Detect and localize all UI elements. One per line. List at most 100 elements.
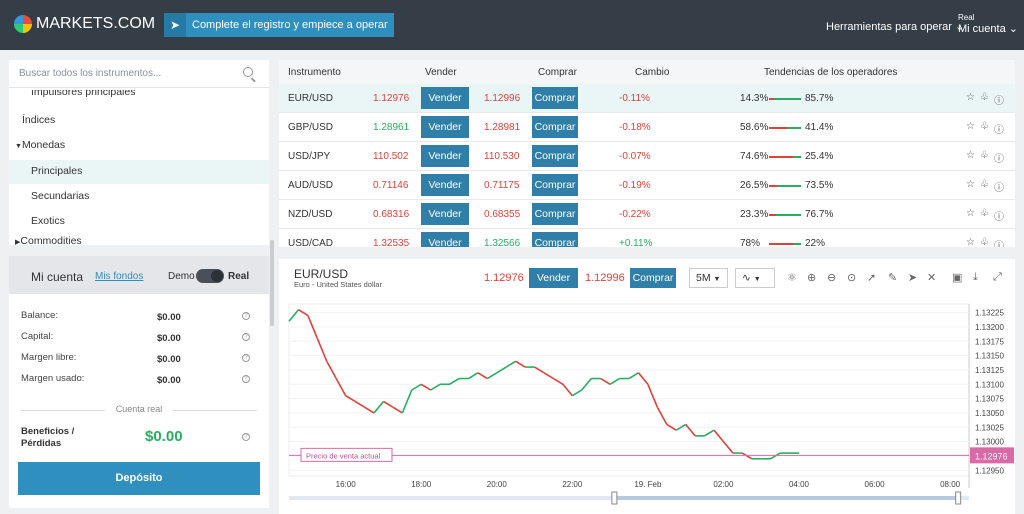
fullscreen-icon[interactable]: ⤢ [993,271,1002,283]
chart-buy-button[interactable]: Comprar [630,268,676,288]
row-sell-button[interactable]: Vender [421,203,469,225]
info-icon[interactable]: ⓘ [994,96,1004,107]
row-sell-button[interactable]: Vender [421,116,469,138]
row-sell-button[interactable]: Vender [421,232,469,247]
x-tick-label: 18:00 [411,480,432,489]
star-icon[interactable]: ☆ [966,150,975,161]
help-icon[interactable]: ? [242,312,250,320]
info-icon[interactable]: ⓘ [994,183,1004,194]
download-icon[interactable]: ⤓ [973,271,978,283]
trend-line-icon[interactable]: ➚ [867,272,877,284]
price-line-segment [581,378,592,391]
search-icon[interactable] [243,67,253,77]
star-icon[interactable]: ☆ [966,92,975,103]
used-margin-label: Margen usado: [21,373,85,384]
sidebar-item-currencies[interactable]: ▼Monedas [9,134,269,158]
row-buy-button[interactable]: Comprar [532,232,578,247]
sidebar-scrollbar[interactable] [270,240,274,326]
row-buy-button[interactable]: Comprar [532,174,578,196]
table-row[interactable]: NZD/USD 0.68316 Vender 0.68355 Comprar -… [279,200,1015,229]
my-funds-link[interactable]: Mis fondos [95,271,144,282]
row-buy-button[interactable]: Comprar [532,116,578,138]
profit-loss-value: $0.00 [145,428,183,445]
price-line-segment [364,406,375,414]
camera-icon[interactable]: ▣ [952,272,963,284]
star-icon[interactable]: ☆ [966,237,975,247]
bell-icon[interactable]: ♧ [980,179,989,190]
star-icon[interactable]: ☆ [966,179,975,190]
table-row[interactable]: EUR/USD 1.12976 Vender 1.12996 Comprar -… [279,84,1015,113]
free-margin-label: Margen libre: [21,352,77,363]
search-input[interactable]: Buscar todos los instrumentos... [9,60,269,88]
table-row[interactable]: GBP/USD 1.28961 Vender 1.28981 Comprar -… [279,113,1015,142]
row-buy-price: 0.68355 [484,209,521,220]
row-sell-button[interactable]: Vender [421,174,469,196]
profit-label-line2: Pérdidas [21,438,62,449]
help-icon[interactable]: ? [242,433,250,441]
capital-value: $0.00 [157,333,181,344]
demo-real-toggle[interactable] [196,269,224,283]
price-line-segment [486,372,498,380]
bell-icon[interactable]: ♧ [980,121,989,132]
sidebar-item-commodities[interactable]: ▶Commodities [9,236,269,245]
help-icon[interactable]: ? [242,354,250,362]
trading-tools-menu[interactable]: Herramientas para operar ⌄ [826,20,964,33]
register-cta-button[interactable]: ➤ Complete el registro y empiece a operar [164,13,394,37]
row-sell-button[interactable]: Vender [421,87,469,109]
deposit-button[interactable]: Depósito [18,462,260,495]
info-icon[interactable]: ⓘ [994,154,1004,165]
bell-icon[interactable]: ♧ [980,237,989,247]
account-type: Real [958,13,975,22]
price-line-segment [392,406,403,414]
sidebar-item-minors[interactable]: Secundarias [9,185,269,209]
zoom-in-icon[interactable]: ⊕ [807,272,817,284]
sidebar-item-label: Secundarias [31,190,90,202]
sidebar-item-top-movers[interactable]: Impulsores principales [9,90,269,102]
sidebar-item-exotics[interactable]: Exotics [9,210,269,234]
table-row[interactable]: USD/CAD 1.32535 Vender 1.32566 Comprar +… [279,229,1015,247]
profit-loss-label: Beneficios / Pérdidas [21,426,74,450]
help-icon[interactable]: ? [242,333,250,341]
y-tick-label: 1.13025 [975,423,1004,432]
star-icon[interactable]: ☆ [966,208,975,219]
info-icon[interactable]: ⓘ [994,125,1004,136]
capital-label: Capital: [21,331,54,342]
bell-icon[interactable]: ♧ [980,150,989,161]
chevron-down-icon: ⌄ [955,21,965,33]
row-buyers-pct: 41.4% [805,122,834,133]
price-chart[interactable]: 1.13225 1.13200 1.13175 1.13150 1.13125 1.131… [279,296,1015,514]
buyers-bar [788,127,801,129]
remove-drawings-icon[interactable]: ✕ [927,272,937,284]
price-line-segment [496,366,507,374]
zoom-out-icon[interactable]: ⊖ [827,272,837,284]
y-tick-label: 1.13225 [975,309,1004,318]
pencil-icon[interactable]: ✎ [888,272,898,284]
sidebar-item-majors[interactable]: Principales [9,160,269,184]
table-row[interactable]: AUD/USD 0.71146 Vender 0.71175 Comprar -… [279,171,1015,200]
row-sell-button[interactable]: Vender [421,145,469,167]
timeframe-select[interactable]: 5M ▼ [689,268,728,288]
help-icon[interactable]: ? [242,375,250,383]
row-buy-button[interactable]: Comprar [532,203,578,225]
row-buy-button[interactable]: Comprar [532,87,578,109]
bell-icon[interactable]: ♧ [980,92,989,103]
cursor-icon[interactable]: ➤ [908,272,918,284]
zoom-reset-icon[interactable]: ⊙ [847,272,857,284]
table-row[interactable]: USD/JPY 110.502 Vender 110.530 Comprar -… [279,142,1015,171]
info-icon[interactable]: ⓘ [994,212,1004,223]
chart-type-select[interactable]: ∿ ▼ [735,268,775,288]
price-line-segment [477,372,488,380]
sidebar-item-indices[interactable]: Índices [9,109,269,133]
chart-sell-button[interactable]: Vender [529,268,578,288]
row-buy-button[interactable]: Comprar [532,145,578,167]
bell-icon[interactable]: ♧ [980,208,989,219]
star-icon[interactable]: ☆ [966,121,975,132]
info-icon[interactable]: ⓘ [994,241,1004,247]
indicators-icon[interactable]: ⚛ [787,272,797,284]
row-buyers-pct: 85.7% [805,93,834,104]
price-line-segment [656,406,668,425]
account-menu[interactable]: Real Mi cuenta ⌄ [958,13,1018,35]
logo[interactable]: MARKETS.COM [14,15,155,33]
row-symbol: USD/JPY [288,151,331,162]
price-line-segment [675,423,687,431]
